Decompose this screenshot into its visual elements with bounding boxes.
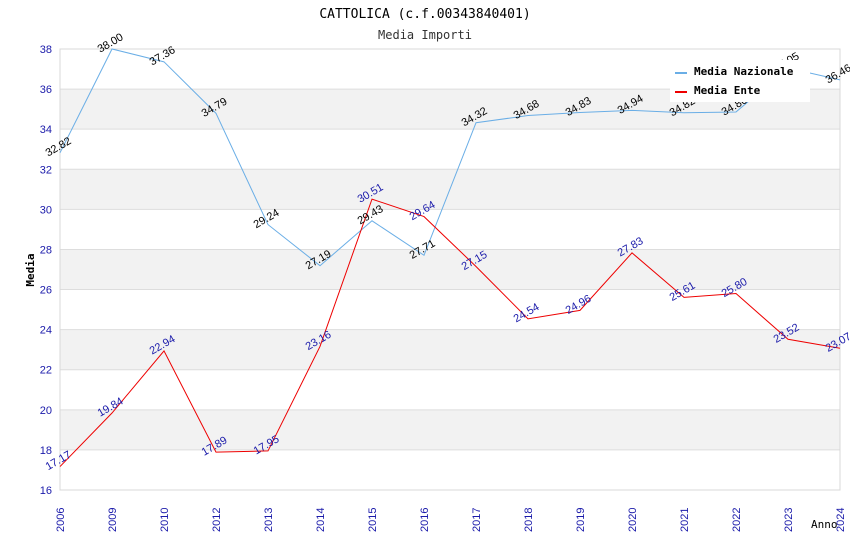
y-tick-label: 28 (40, 244, 52, 256)
y-tick-label: 20 (40, 405, 52, 417)
plot-frame (59, 48, 841, 491)
y-axis-ticks: 16 18 20 22 24 26 28 30 32 34 36 38 (40, 44, 52, 497)
y-tick-label: 22 (40, 365, 52, 377)
x-axis-ticks: 2006 2009 2010 2012 2013 2014 2015 2016 2017 2018… (55, 508, 847, 532)
x-tick-label: 2023 (783, 508, 795, 532)
legend-label-media-nazionale: Media Nazionale (694, 65, 794, 78)
y-tick-label: 18 (40, 445, 52, 457)
x-tick-label: 2015 (367, 508, 379, 532)
y-tick-label: 34 (40, 124, 52, 136)
x-tick-label: 2021 (679, 508, 691, 532)
x-tick-label: 2009 (107, 508, 119, 532)
series-lines (59, 48, 841, 467)
series-line-media-ente (59, 198, 841, 467)
x-tick-label: 2019 (575, 508, 587, 532)
plot-band (60, 249, 840, 290)
x-tick-label: 2012 (211, 508, 223, 532)
legend-box (670, 60, 810, 102)
x-tick-label: 2016 (419, 508, 431, 532)
x-tick-label: 2006 (55, 508, 67, 532)
legend: Media Nazionale Media Ente (670, 60, 810, 102)
y-tick-label: 30 (40, 204, 52, 216)
y-tick-label: 36 (40, 84, 52, 96)
y-tick-label: 26 (40, 285, 52, 297)
plot-band (60, 409, 840, 450)
x-axis-label: Anno (811, 518, 838, 531)
y-tick-label: 24 (40, 325, 52, 337)
x-tick-label: 2022 (731, 508, 743, 532)
chart-subtitle: Media Importi (378, 28, 472, 42)
y-axis-label: Media (24, 253, 37, 286)
x-tick-label: 2017 (471, 508, 483, 532)
x-tick-label: 2020 (627, 508, 639, 532)
legend-label-media-ente: Media Ente (694, 84, 761, 97)
x-tick-label: 2018 (523, 508, 535, 532)
x-tick-label: 2014 (315, 508, 327, 532)
series-line-media-nazionale (59, 48, 841, 267)
x-tick-label: 2010 (159, 508, 171, 532)
y-tick-label: 16 (40, 485, 52, 497)
y-tick-label: 32 (40, 164, 52, 176)
x-tick-label: 2013 (263, 508, 275, 532)
chart-title: CATTOLICA (c.f.00343840401) (319, 7, 530, 22)
x-tick-label: 2024 (835, 508, 847, 532)
plot-band (60, 329, 840, 370)
y-tick-label: 38 (40, 44, 52, 56)
